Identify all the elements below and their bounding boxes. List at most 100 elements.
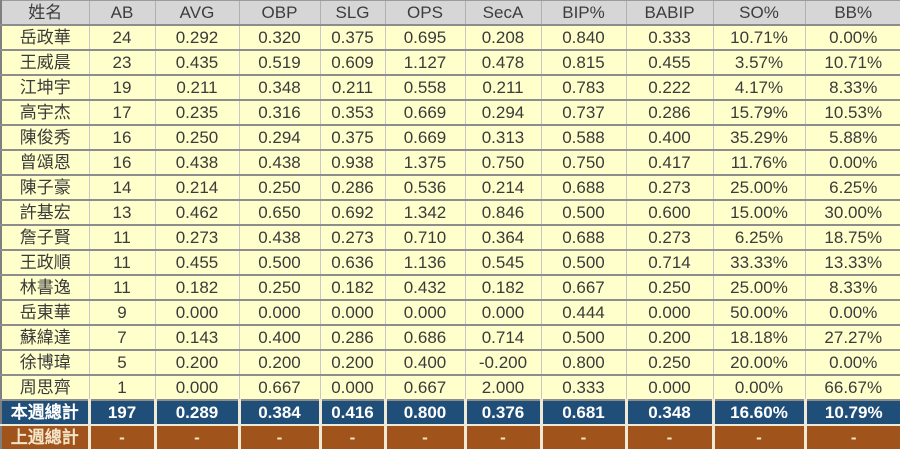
stat-cell[interactable]: 16 bbox=[88, 149, 155, 175]
stat-cell[interactable]: 0.00% bbox=[804, 349, 900, 375]
stat-cell[interactable]: 0.182 bbox=[154, 274, 239, 300]
column-header-slg[interactable]: SLG bbox=[319, 0, 385, 25]
stat-cell[interactable]: 33.33% bbox=[712, 249, 805, 275]
stat-cell[interactable]: 0.364 bbox=[464, 224, 541, 250]
stat-cell[interactable]: 0.182 bbox=[464, 274, 541, 300]
stat-cell[interactable]: 0.250 bbox=[625, 274, 713, 300]
stat-cell[interactable]: 1.375 bbox=[384, 149, 465, 175]
total-stat-cell[interactable]: 10.79% bbox=[803, 399, 900, 425]
stat-cell[interactable]: 9 bbox=[88, 299, 155, 325]
stat-cell[interactable]: 0.250 bbox=[238, 274, 320, 300]
stat-cell[interactable]: 0.400 bbox=[384, 349, 465, 375]
column-header-bip[interactable]: BIP% bbox=[540, 0, 626, 25]
stat-cell[interactable]: 5.88% bbox=[804, 124, 900, 150]
stat-cell[interactable]: 0.500 bbox=[540, 324, 626, 350]
stat-cell[interactable]: 1 bbox=[88, 374, 155, 400]
stat-cell[interactable]: 0.250 bbox=[625, 349, 713, 375]
stat-cell[interactable]: 20.00% bbox=[712, 349, 805, 375]
stat-cell[interactable]: 6.25% bbox=[712, 224, 805, 250]
stat-cell[interactable]: 14 bbox=[88, 174, 155, 200]
player-name-cell[interactable]: 高宇杰 bbox=[1, 99, 89, 125]
stat-cell[interactable]: 0.695 bbox=[384, 24, 465, 50]
stat-cell[interactable]: 0.000 bbox=[154, 374, 239, 400]
stat-cell[interactable]: 11 bbox=[88, 224, 155, 250]
stat-cell[interactable]: 0.250 bbox=[154, 124, 239, 150]
stat-cell[interactable]: 0.558 bbox=[384, 74, 465, 100]
stat-cell[interactable]: -0.200 bbox=[464, 349, 541, 375]
stat-cell[interactable]: 0.375 bbox=[319, 124, 385, 150]
stat-cell[interactable]: 0.478 bbox=[464, 49, 541, 75]
stat-cell[interactable]: 0.200 bbox=[154, 349, 239, 375]
stat-cell[interactable]: 0.286 bbox=[319, 174, 385, 200]
stat-cell[interactable]: 0.750 bbox=[464, 149, 541, 175]
stat-cell[interactable]: 15.79% bbox=[712, 99, 805, 125]
total-stat-cell[interactable]: - bbox=[803, 424, 900, 449]
player-name-cell[interactable]: 許基宏 bbox=[1, 199, 89, 225]
stat-cell[interactable]: 24 bbox=[88, 24, 155, 50]
stat-cell[interactable]: 13 bbox=[88, 199, 155, 225]
stat-cell[interactable]: 0.400 bbox=[238, 324, 320, 350]
stat-cell[interactable]: 0.588 bbox=[540, 124, 626, 150]
stat-cell[interactable]: 30.00% bbox=[804, 199, 900, 225]
total-stat-cell[interactable]: 0.289 bbox=[153, 399, 239, 425]
stat-cell[interactable]: 15.00% bbox=[712, 199, 805, 225]
stat-cell[interactable]: 0.000 bbox=[464, 299, 541, 325]
stat-cell[interactable]: 0.143 bbox=[154, 324, 239, 350]
total-stat-cell[interactable]: 0.681 bbox=[539, 399, 626, 425]
stat-cell[interactable]: 0.600 bbox=[625, 199, 713, 225]
stat-cell[interactable]: 0.750 bbox=[540, 149, 626, 175]
stat-cell[interactable]: 2.000 bbox=[464, 374, 541, 400]
stat-cell[interactable]: 17 bbox=[88, 99, 155, 125]
stat-cell[interactable]: 1.342 bbox=[384, 199, 465, 225]
stat-cell[interactable]: 0.462 bbox=[154, 199, 239, 225]
stat-cell[interactable]: 0.211 bbox=[319, 74, 385, 100]
stat-cell[interactable]: 0.667 bbox=[238, 374, 320, 400]
total-stat-cell[interactable]: 0.348 bbox=[624, 399, 713, 425]
total-label-this-week[interactable]: 本週總計 bbox=[1, 399, 89, 425]
stat-cell[interactable]: 11 bbox=[88, 274, 155, 300]
stat-cell[interactable]: 6.25% bbox=[804, 174, 900, 200]
stat-cell[interactable]: 0.000 bbox=[154, 299, 239, 325]
stat-cell[interactable]: 0.609 bbox=[319, 49, 385, 75]
player-name-cell[interactable]: 林書逸 bbox=[1, 274, 89, 300]
stat-cell[interactable]: 0.714 bbox=[464, 324, 541, 350]
stat-cell[interactable]: 0.840 bbox=[540, 24, 626, 50]
total-stat-cell[interactable]: 0.376 bbox=[463, 399, 541, 425]
total-label-last-week[interactable]: 上週總計 bbox=[1, 424, 89, 449]
stat-cell[interactable]: 27.27% bbox=[804, 324, 900, 350]
stat-cell[interactable]: 0.208 bbox=[464, 24, 541, 50]
stat-cell[interactable]: 0.273 bbox=[625, 224, 713, 250]
player-name-cell[interactable]: 詹子賢 bbox=[1, 224, 89, 250]
stat-cell[interactable]: 0.000 bbox=[625, 299, 713, 325]
stat-cell[interactable]: 0.545 bbox=[464, 249, 541, 275]
stat-cell[interactable]: 0.235 bbox=[154, 99, 239, 125]
stat-cell[interactable]: 0.250 bbox=[238, 174, 320, 200]
stat-cell[interactable]: 0.438 bbox=[154, 149, 239, 175]
stat-cell[interactable]: 0.438 bbox=[238, 149, 320, 175]
stat-cell[interactable]: 0.686 bbox=[384, 324, 465, 350]
stat-cell[interactable]: 0.688 bbox=[540, 174, 626, 200]
total-stat-cell[interactable]: - bbox=[463, 424, 541, 449]
stat-cell[interactable]: 10.71% bbox=[804, 49, 900, 75]
stat-cell[interactable]: 0.320 bbox=[238, 24, 320, 50]
stat-cell[interactable]: 10.53% bbox=[804, 99, 900, 125]
stat-cell[interactable]: 0.667 bbox=[384, 374, 465, 400]
stat-cell[interactable]: 0.500 bbox=[238, 249, 320, 275]
stat-cell[interactable]: 25.00% bbox=[712, 274, 805, 300]
stat-cell[interactable]: 0.000 bbox=[319, 299, 385, 325]
stat-cell[interactable]: 0.294 bbox=[464, 99, 541, 125]
stat-cell[interactable]: 11 bbox=[88, 249, 155, 275]
stat-cell[interactable]: 0.846 bbox=[464, 199, 541, 225]
stat-cell[interactable]: 0.000 bbox=[625, 374, 713, 400]
stat-cell[interactable]: 0.455 bbox=[154, 249, 239, 275]
stat-cell[interactable]: 0.636 bbox=[319, 249, 385, 275]
column-header-obp[interactable]: OBP bbox=[238, 0, 320, 25]
column-header-seca[interactable]: SecA bbox=[464, 0, 541, 25]
stat-cell[interactable]: 19 bbox=[88, 74, 155, 100]
stat-cell[interactable]: 7 bbox=[88, 324, 155, 350]
player-name-cell[interactable]: 蘇緯達 bbox=[1, 324, 89, 350]
stat-cell[interactable]: 4.17% bbox=[712, 74, 805, 100]
stat-cell[interactable]: 0.783 bbox=[540, 74, 626, 100]
stat-cell[interactable]: 0.294 bbox=[238, 124, 320, 150]
player-name-cell[interactable]: 陳俊秀 bbox=[1, 124, 89, 150]
